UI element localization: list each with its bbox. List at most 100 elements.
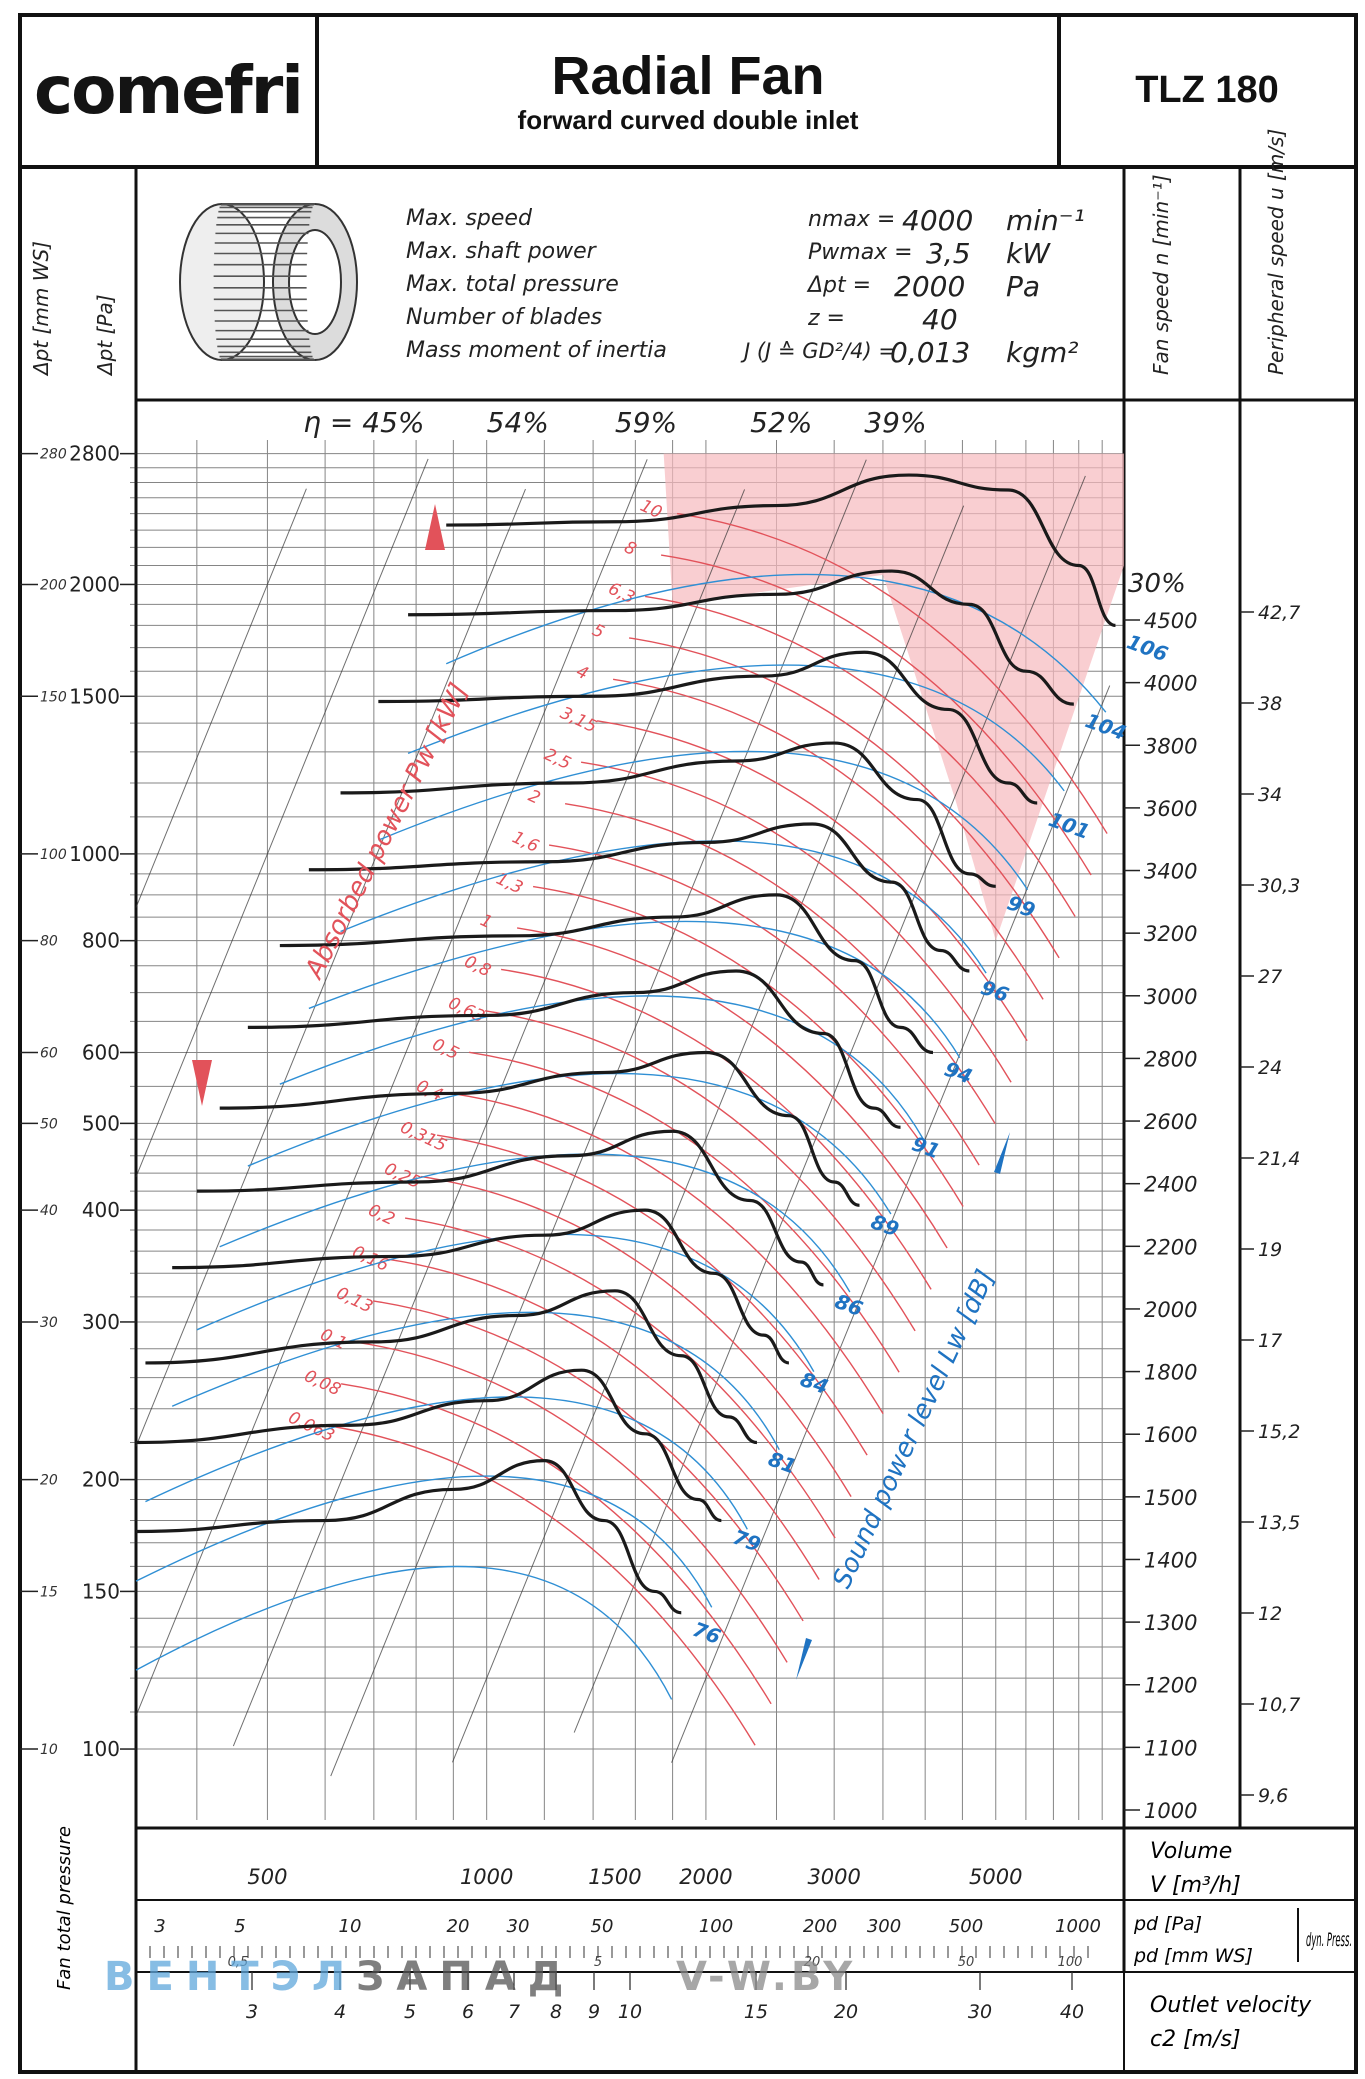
y-tick-mmws: 280 xyxy=(40,447,67,463)
brand-logo-cell: comefri xyxy=(22,18,314,163)
system-line xyxy=(330,459,867,1777)
fan-total-pressure-label: Fan total pressure xyxy=(54,1826,75,1990)
power-label: 2 xyxy=(525,786,543,809)
efficiency-line xyxy=(247,1072,892,1215)
efficiency-line xyxy=(145,1396,748,1530)
speed-tick: 1300 xyxy=(1144,1611,1197,1635)
system-line xyxy=(573,475,1086,1733)
sound-level-label: 96 xyxy=(978,975,1012,1007)
efficiency-line xyxy=(196,1233,815,1372)
pd-pa-tick: 300 xyxy=(867,1916,901,1937)
spec-symbol: Pwmax = xyxy=(808,240,913,265)
system-line xyxy=(135,488,307,908)
speed-curve xyxy=(145,1289,758,1445)
spec-value: 3,5 xyxy=(926,237,971,270)
pd-pa-tick: 10 xyxy=(339,1916,362,1937)
pd-mmws-label: pd [mm WS] xyxy=(1133,1945,1253,1967)
efficiency-line xyxy=(378,750,1029,891)
speed-tick: 3400 xyxy=(1144,860,1197,884)
speed-tick: 2000 xyxy=(1144,1298,1197,1322)
c2-tick: 20 xyxy=(834,2001,858,2023)
c2-tick: 7 xyxy=(508,2001,520,2023)
y-tick-mmws: 15 xyxy=(40,1584,58,1600)
outlet-velocity-symbol: c2 [m/s] xyxy=(1150,2027,1241,2052)
speed-curve xyxy=(378,650,1038,805)
spec-symbol: J (J ≙ GD²/4) = xyxy=(744,339,896,363)
c2-tick: 40 xyxy=(1060,2001,1084,2023)
peripheral-tick: 24 xyxy=(1258,1057,1282,1079)
c2-tick: 4 xyxy=(334,2001,346,2023)
brand-logo: comefri xyxy=(34,52,304,129)
sound-level-label: 81 xyxy=(765,1447,799,1479)
pd-pa-tick: 5 xyxy=(234,1916,245,1937)
speed-curve xyxy=(135,1368,722,1523)
pd-mmws-tick: 0,5 xyxy=(228,1955,249,1970)
power-line xyxy=(388,1258,820,1580)
efficiency-line xyxy=(135,1475,713,1608)
pd-pa-label: pd [Pa] xyxy=(1133,1913,1202,1935)
peripheral-tick: 17 xyxy=(1258,1330,1282,1352)
pd-pa-tick: 500 xyxy=(949,1916,983,1937)
spec-label: Number of blades xyxy=(406,305,603,330)
sound-level-label: 101 xyxy=(1045,807,1092,844)
system-line xyxy=(232,489,746,1747)
system-line xyxy=(671,685,1111,1763)
power-line xyxy=(596,720,1028,1042)
y-tick-mmws: 100 xyxy=(40,847,67,863)
speed-curve xyxy=(172,1208,790,1365)
power-line xyxy=(484,1010,916,1332)
c2-tick: 10 xyxy=(618,2001,642,2023)
spec-unit: Pa xyxy=(1006,270,1041,303)
power-line xyxy=(420,1175,852,1497)
x-tick: 2000 xyxy=(679,1865,732,1889)
c2-tick: 8 xyxy=(550,2001,562,2023)
speed-tick: 1800 xyxy=(1144,1361,1197,1385)
efficiency-line xyxy=(219,1153,851,1293)
speed-curve xyxy=(446,473,1116,628)
x-tick: 1000 xyxy=(460,1865,513,1889)
speed-tick: 4500 xyxy=(1144,609,1197,633)
model-cell: TLZ 180 xyxy=(1062,18,1352,163)
system-lines xyxy=(135,458,1111,1777)
speed-tick: 2400 xyxy=(1144,1173,1197,1197)
efficiency-line xyxy=(340,840,987,974)
volume-label: Volume xyxy=(1150,1839,1232,1864)
x-tick: 3000 xyxy=(807,1865,860,1889)
peripheral-tick: 9,6 xyxy=(1258,1785,1288,1807)
speed-curve xyxy=(196,1129,824,1287)
efficiency-label: 54% xyxy=(487,406,549,439)
peripheral-tick: 42,7 xyxy=(1258,602,1300,624)
spec-label: Max. speed xyxy=(406,206,532,231)
spec-value: 2000 xyxy=(894,270,966,303)
y-tick-mmws: 60 xyxy=(40,1045,58,1061)
spec-label: Max. shaft power xyxy=(406,239,596,264)
speed-curve xyxy=(340,741,996,888)
x-tick: 500 xyxy=(247,1865,287,1889)
y-tick-pa: 100 xyxy=(82,1737,120,1761)
impeller-icon xyxy=(179,203,358,361)
power-line xyxy=(340,1383,772,1705)
y-tick-pa: 400 xyxy=(82,1198,120,1222)
system-line xyxy=(135,488,526,1447)
power-label: 4 xyxy=(573,662,591,685)
spec-symbol: Δpt = xyxy=(808,273,872,298)
spec-value: 0,013 xyxy=(890,336,971,369)
system-line xyxy=(135,459,648,1717)
y-tick-mmws: 20 xyxy=(40,1473,58,1489)
y-tick-pa: 2000 xyxy=(69,572,120,596)
peripheral-tick: 10,7 xyxy=(1258,1694,1300,1716)
speed-tick: 1500 xyxy=(1144,1486,1197,1510)
power-line xyxy=(532,885,964,1207)
pd-mmws-tick: 100 xyxy=(1058,1955,1083,1970)
power-label: 1,6 xyxy=(509,827,542,857)
pd-mmws-tick: 5 xyxy=(594,1955,602,1970)
y-tick-pa: 500 xyxy=(82,1111,120,1135)
speed-curve xyxy=(279,893,934,1055)
power-label: 1 xyxy=(477,910,495,933)
title-cell: Radial Fan forward curved double inlet xyxy=(320,18,1056,163)
efficiency-line xyxy=(308,920,961,1059)
power-line xyxy=(580,761,1012,1083)
speed-tick: 1600 xyxy=(1144,1423,1197,1447)
peripheral-tick: 13,5 xyxy=(1258,1512,1300,1534)
